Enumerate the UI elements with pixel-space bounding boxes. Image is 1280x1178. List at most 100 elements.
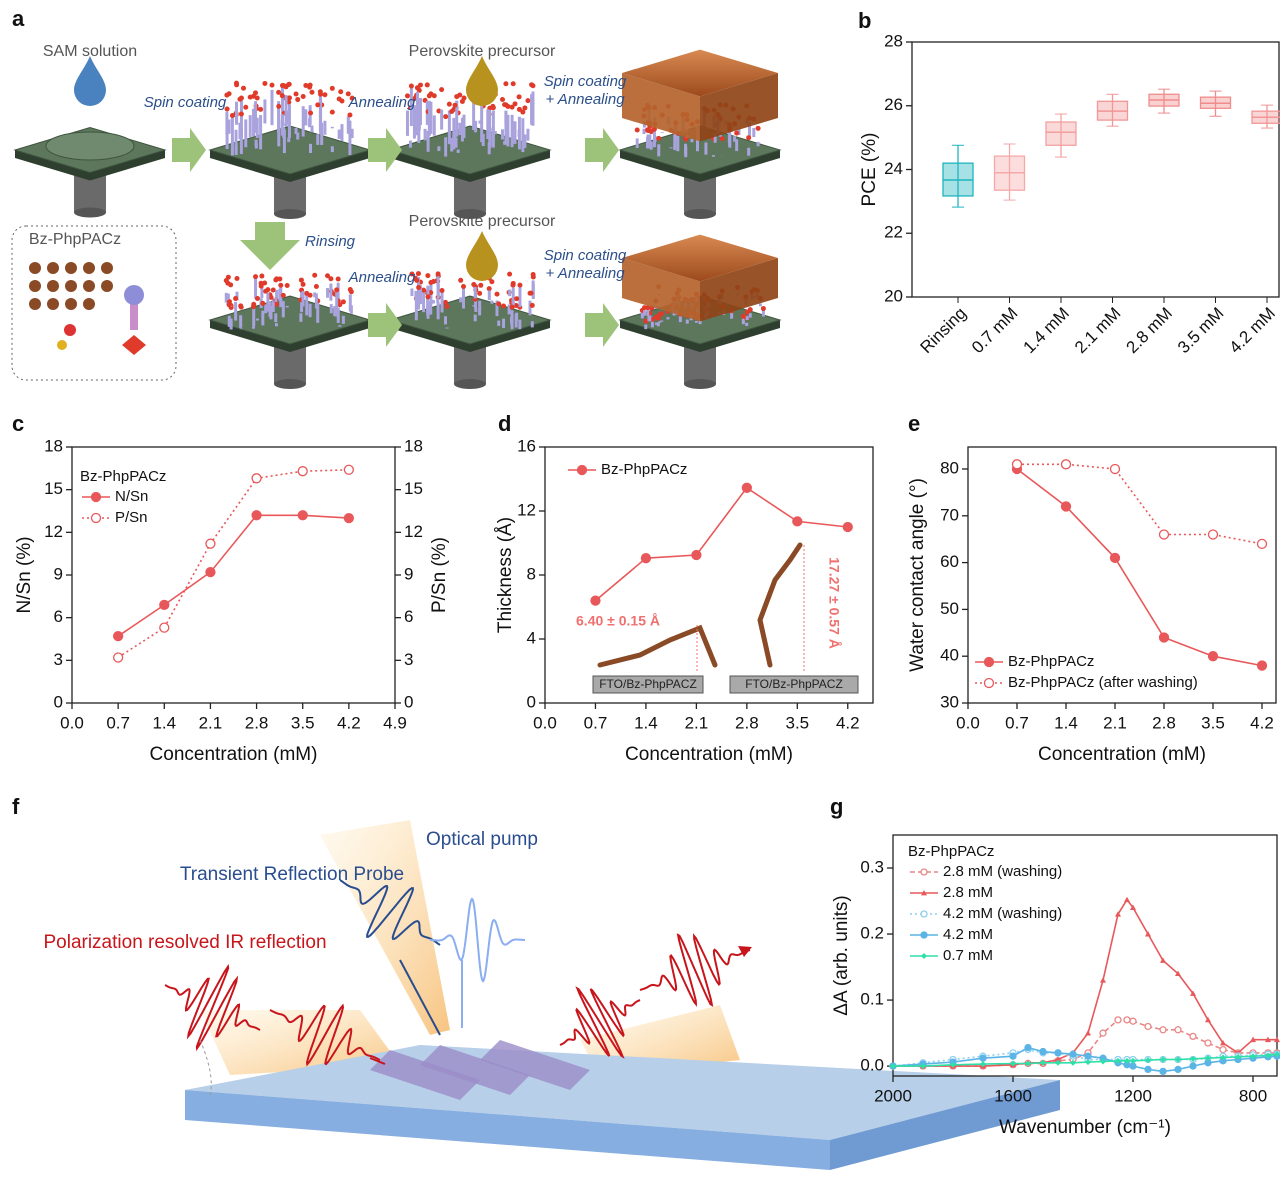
x-tick-label: 4.2 bbox=[337, 713, 361, 732]
molecule bbox=[431, 279, 436, 284]
holder bbox=[274, 379, 306, 389]
molecule bbox=[315, 102, 320, 107]
x-axis-label: Concentration (mM) bbox=[625, 744, 793, 765]
molecule bbox=[341, 299, 346, 304]
marker bbox=[160, 600, 169, 609]
y-tick-label: 20 bbox=[884, 286, 903, 305]
molecule bbox=[511, 281, 516, 286]
molecule bbox=[496, 301, 501, 306]
molecule bbox=[334, 287, 339, 292]
molecule bbox=[226, 275, 231, 280]
legend-marker bbox=[921, 932, 927, 938]
marker bbox=[1175, 1066, 1181, 1072]
spin-disk bbox=[46, 132, 134, 160]
molecule bbox=[251, 304, 256, 309]
diagram-text: Transient Reflection Probe bbox=[180, 864, 404, 885]
atom bbox=[83, 262, 95, 274]
molecule bbox=[287, 95, 292, 100]
marker bbox=[1085, 1053, 1091, 1059]
diagram-text: Polarization resolved IR reflection bbox=[43, 932, 326, 953]
molecule bbox=[243, 105, 248, 110]
marker bbox=[1100, 977, 1106, 982]
y-tick-label: 18 bbox=[404, 436, 423, 455]
legend-marker bbox=[92, 514, 101, 523]
molecule bbox=[235, 276, 240, 281]
y-tick-label: 80 bbox=[940, 458, 959, 477]
x-tick-label: 800 bbox=[1239, 1086, 1267, 1105]
y-tick-label: 0.1 bbox=[860, 990, 884, 1009]
molecule bbox=[517, 94, 522, 99]
molecule bbox=[339, 98, 344, 103]
marker bbox=[1160, 1027, 1166, 1033]
x-tick-label: 2.8 bbox=[245, 713, 269, 732]
marker bbox=[1013, 460, 1022, 469]
y-tick-label: 22 bbox=[884, 223, 903, 242]
marker bbox=[206, 568, 215, 577]
arrow bbox=[585, 128, 619, 172]
legend-label: 2.8 mM (washing) bbox=[943, 863, 1062, 880]
atom bbox=[64, 324, 76, 336]
marker bbox=[1100, 1030, 1106, 1036]
holder bbox=[454, 379, 486, 389]
molecule bbox=[303, 83, 308, 88]
molecule bbox=[510, 305, 515, 310]
marker bbox=[692, 551, 701, 560]
droplet bbox=[466, 56, 498, 106]
y-tick-label: 60 bbox=[940, 552, 959, 571]
atom bbox=[83, 280, 95, 292]
molecule bbox=[301, 282, 306, 287]
marker bbox=[114, 632, 123, 641]
marker bbox=[1111, 464, 1120, 473]
annotation: FTO/Bz-PhpPACZ bbox=[745, 677, 843, 691]
molecule bbox=[511, 81, 516, 86]
x-tick-label: 0.0 bbox=[60, 713, 84, 732]
y-tick-label: 24 bbox=[884, 159, 903, 178]
molecule bbox=[273, 277, 278, 282]
series-line bbox=[1017, 469, 1262, 666]
legend-marker bbox=[921, 953, 927, 959]
diagram-text: Perovskite precursor bbox=[409, 213, 556, 230]
ir-arrow bbox=[738, 946, 752, 957]
series-line bbox=[1017, 464, 1262, 544]
molecule bbox=[285, 283, 290, 288]
series-line bbox=[118, 515, 349, 636]
molecule bbox=[425, 273, 430, 278]
marker bbox=[1130, 1018, 1136, 1024]
molecule bbox=[514, 296, 519, 301]
molecule bbox=[495, 292, 500, 297]
molecule bbox=[501, 303, 506, 308]
molecule bbox=[443, 114, 448, 119]
x-tick-label: 4.2 bbox=[1250, 713, 1274, 732]
series-line bbox=[596, 488, 848, 601]
y-axis-label: N/Sn (%) bbox=[14, 536, 35, 613]
holder bbox=[684, 379, 716, 389]
atom bbox=[47, 280, 59, 292]
y-tick-label: 3 bbox=[54, 650, 63, 669]
marker bbox=[793, 517, 802, 526]
atom bbox=[83, 298, 95, 310]
molecule bbox=[338, 89, 343, 94]
molecule bbox=[286, 82, 291, 87]
y-tick-label: 50 bbox=[940, 599, 959, 618]
x-tick-label: 0.0 bbox=[533, 713, 557, 732]
diagram-text: Spin coating bbox=[544, 247, 627, 264]
molecule bbox=[490, 104, 495, 109]
legend-label: 0.7 mM bbox=[943, 947, 993, 964]
molecule bbox=[294, 92, 299, 97]
marker bbox=[252, 511, 261, 520]
y-tick-label: 18 bbox=[44, 436, 63, 455]
x-tick-label: 2.1 bbox=[1103, 713, 1127, 732]
molecule bbox=[517, 283, 522, 288]
marker bbox=[1258, 661, 1267, 670]
marker bbox=[298, 511, 307, 520]
y-axis-label: Thickness (Å) bbox=[495, 517, 516, 633]
x-tick-label: 1.4 mM bbox=[1019, 304, 1073, 358]
molecule bbox=[487, 286, 492, 291]
panel-label: a bbox=[12, 6, 25, 31]
molecule bbox=[439, 87, 444, 92]
molecule-sketch bbox=[600, 628, 715, 665]
panel-label: b bbox=[858, 8, 871, 33]
marker bbox=[206, 539, 215, 548]
molecule bbox=[325, 273, 330, 278]
molecule bbox=[645, 127, 650, 132]
